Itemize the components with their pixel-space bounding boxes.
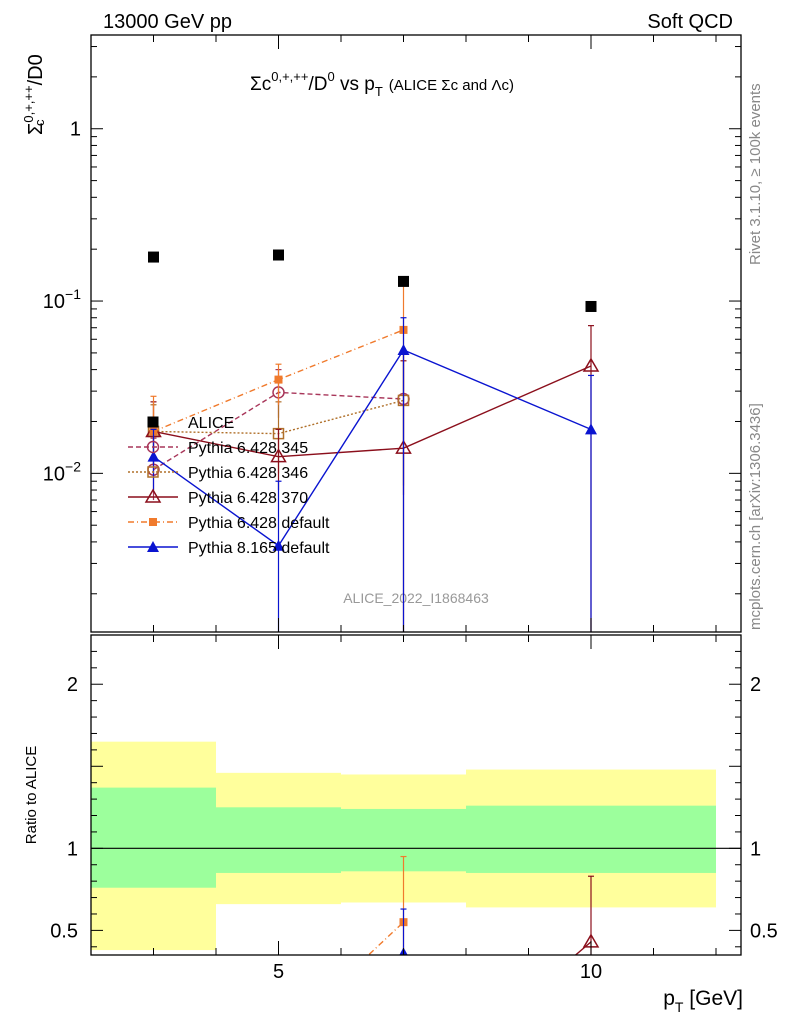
main-ytick-label-2: 10−2 — [43, 458, 81, 485]
main-y-axis-label: Σ0,+,++/D0 — [21, 54, 47, 135]
ratio-ytick-label-right-2: 2 — [750, 674, 761, 696]
main-plot-frame — [90, 34, 742, 633]
x-axis-label: pT [GeV] — [663, 987, 743, 1015]
main-series-data — [148, 249, 597, 312]
main-y-axis-label-sub: c — [32, 119, 47, 126]
legend-marker-py346 — [147, 466, 159, 478]
ratio-series-py8def — [399, 908, 408, 955]
ratio-series-layer — [367, 855, 600, 955]
legend-label-py370: Pythia 6.428 370 — [188, 490, 308, 507]
legend-entry-py6def: Pythia 6.428 default — [128, 515, 330, 532]
main-point-py370-1 — [270, 448, 287, 463]
ratio-ytick-label-right-1: 1 — [750, 838, 761, 860]
xtick-label-0: 5 — [273, 961, 284, 983]
plot-title: Σc0,+,++/D0 vs pT (ALICE Σc and Λc) — [250, 69, 514, 99]
main-line-py370 — [153, 365, 592, 458]
main-point-py8def-0 — [147, 450, 160, 462]
ratio-line-py6def — [367, 921, 404, 955]
legend-label-py6def: Pythia 6.428 default — [188, 515, 330, 532]
legend-marker-data — [147, 416, 159, 428]
legend-marker-py345 — [146, 440, 160, 454]
ratio-ytick-label-left-0: 0.5 — [50, 920, 78, 942]
header-category-label: Soft QCD — [647, 11, 733, 33]
main-line-py8def — [153, 349, 592, 547]
main-point-data-3 — [585, 300, 597, 312]
ratio-band-inner-0 — [91, 787, 216, 888]
main-point-py8def-3 — [585, 423, 597, 435]
legend-marker-py6def — [149, 518, 157, 526]
rivet-label: Rivet 3.1.10, ≥ 100k events — [747, 83, 764, 265]
main-point-data-0 — [148, 251, 159, 263]
legend-label-py346: Pythia 6.428 346 — [188, 465, 308, 482]
legend-entry-py8def: Pythia 8.165 default — [128, 540, 330, 557]
main-series-layer — [145, 249, 600, 632]
legend-entry-data: ALICE — [147, 415, 234, 432]
legend: ALICE Pythia 6.428 345 Pythia 6.428 346 Pyt… — [128, 415, 330, 557]
legend-label-py345: Pythia 6.428 345 — [188, 440, 308, 457]
axis-ticks — [90, 35, 741, 955]
main-point-py6def-1 — [274, 375, 283, 384]
legend-entry-py345: Pythia 6.428 345 — [128, 440, 308, 457]
legend-marker-py370 — [144, 488, 162, 503]
xtick-label-1: 10 — [580, 961, 602, 983]
legend-marker-py8def — [147, 541, 159, 552]
main-point-py8def-2 — [397, 343, 410, 355]
ratio-plot-frame — [90, 634, 742, 956]
main-point-py8def-1 — [272, 539, 285, 551]
main-point-data-1 — [273, 249, 284, 261]
main-ytick-label-0: 1 — [70, 119, 81, 141]
header-energy-label: 13000 GeV pp — [103, 11, 232, 33]
legend-label-data: ALICE — [188, 415, 234, 432]
ratio-line-py370 — [574, 941, 592, 955]
ratio-ytick-label-left-2: 2 — [67, 674, 78, 696]
main-point-py370-3 — [582, 357, 600, 372]
mcplots-label: mcplots.cern.ch [arXiv:1306.3436] — [747, 403, 764, 630]
legend-entry-py370: Pythia 6.428 370 — [128, 488, 308, 507]
main-point-data-2 — [398, 275, 409, 287]
ratio-band-inner-1 — [216, 807, 341, 873]
legend-entry-py346: Pythia 6.428 346 — [128, 465, 308, 482]
ratio-ytick-label-right-0: 0.5 — [750, 920, 778, 942]
main-ytick-label-1: 10−1 — [43, 286, 81, 313]
ratio-y-axis-label: Ratio to ALICE — [23, 746, 40, 844]
main-series-py8def — [147, 317, 597, 632]
ratio-ytick-label-left-1: 1 — [67, 838, 78, 860]
ratio-uncertainty-bands — [91, 741, 716, 951]
axis-tick-labels: 1 10−1 10−2 0.5 0.5 1 1 2 2 5 10 — [43, 119, 778, 983]
ratio-band-inner-3 — [466, 805, 716, 873]
analysis-watermark: ALICE_2022_I1868463 — [343, 590, 489, 606]
legend-label-py8def: Pythia 8.165 default — [188, 540, 330, 557]
